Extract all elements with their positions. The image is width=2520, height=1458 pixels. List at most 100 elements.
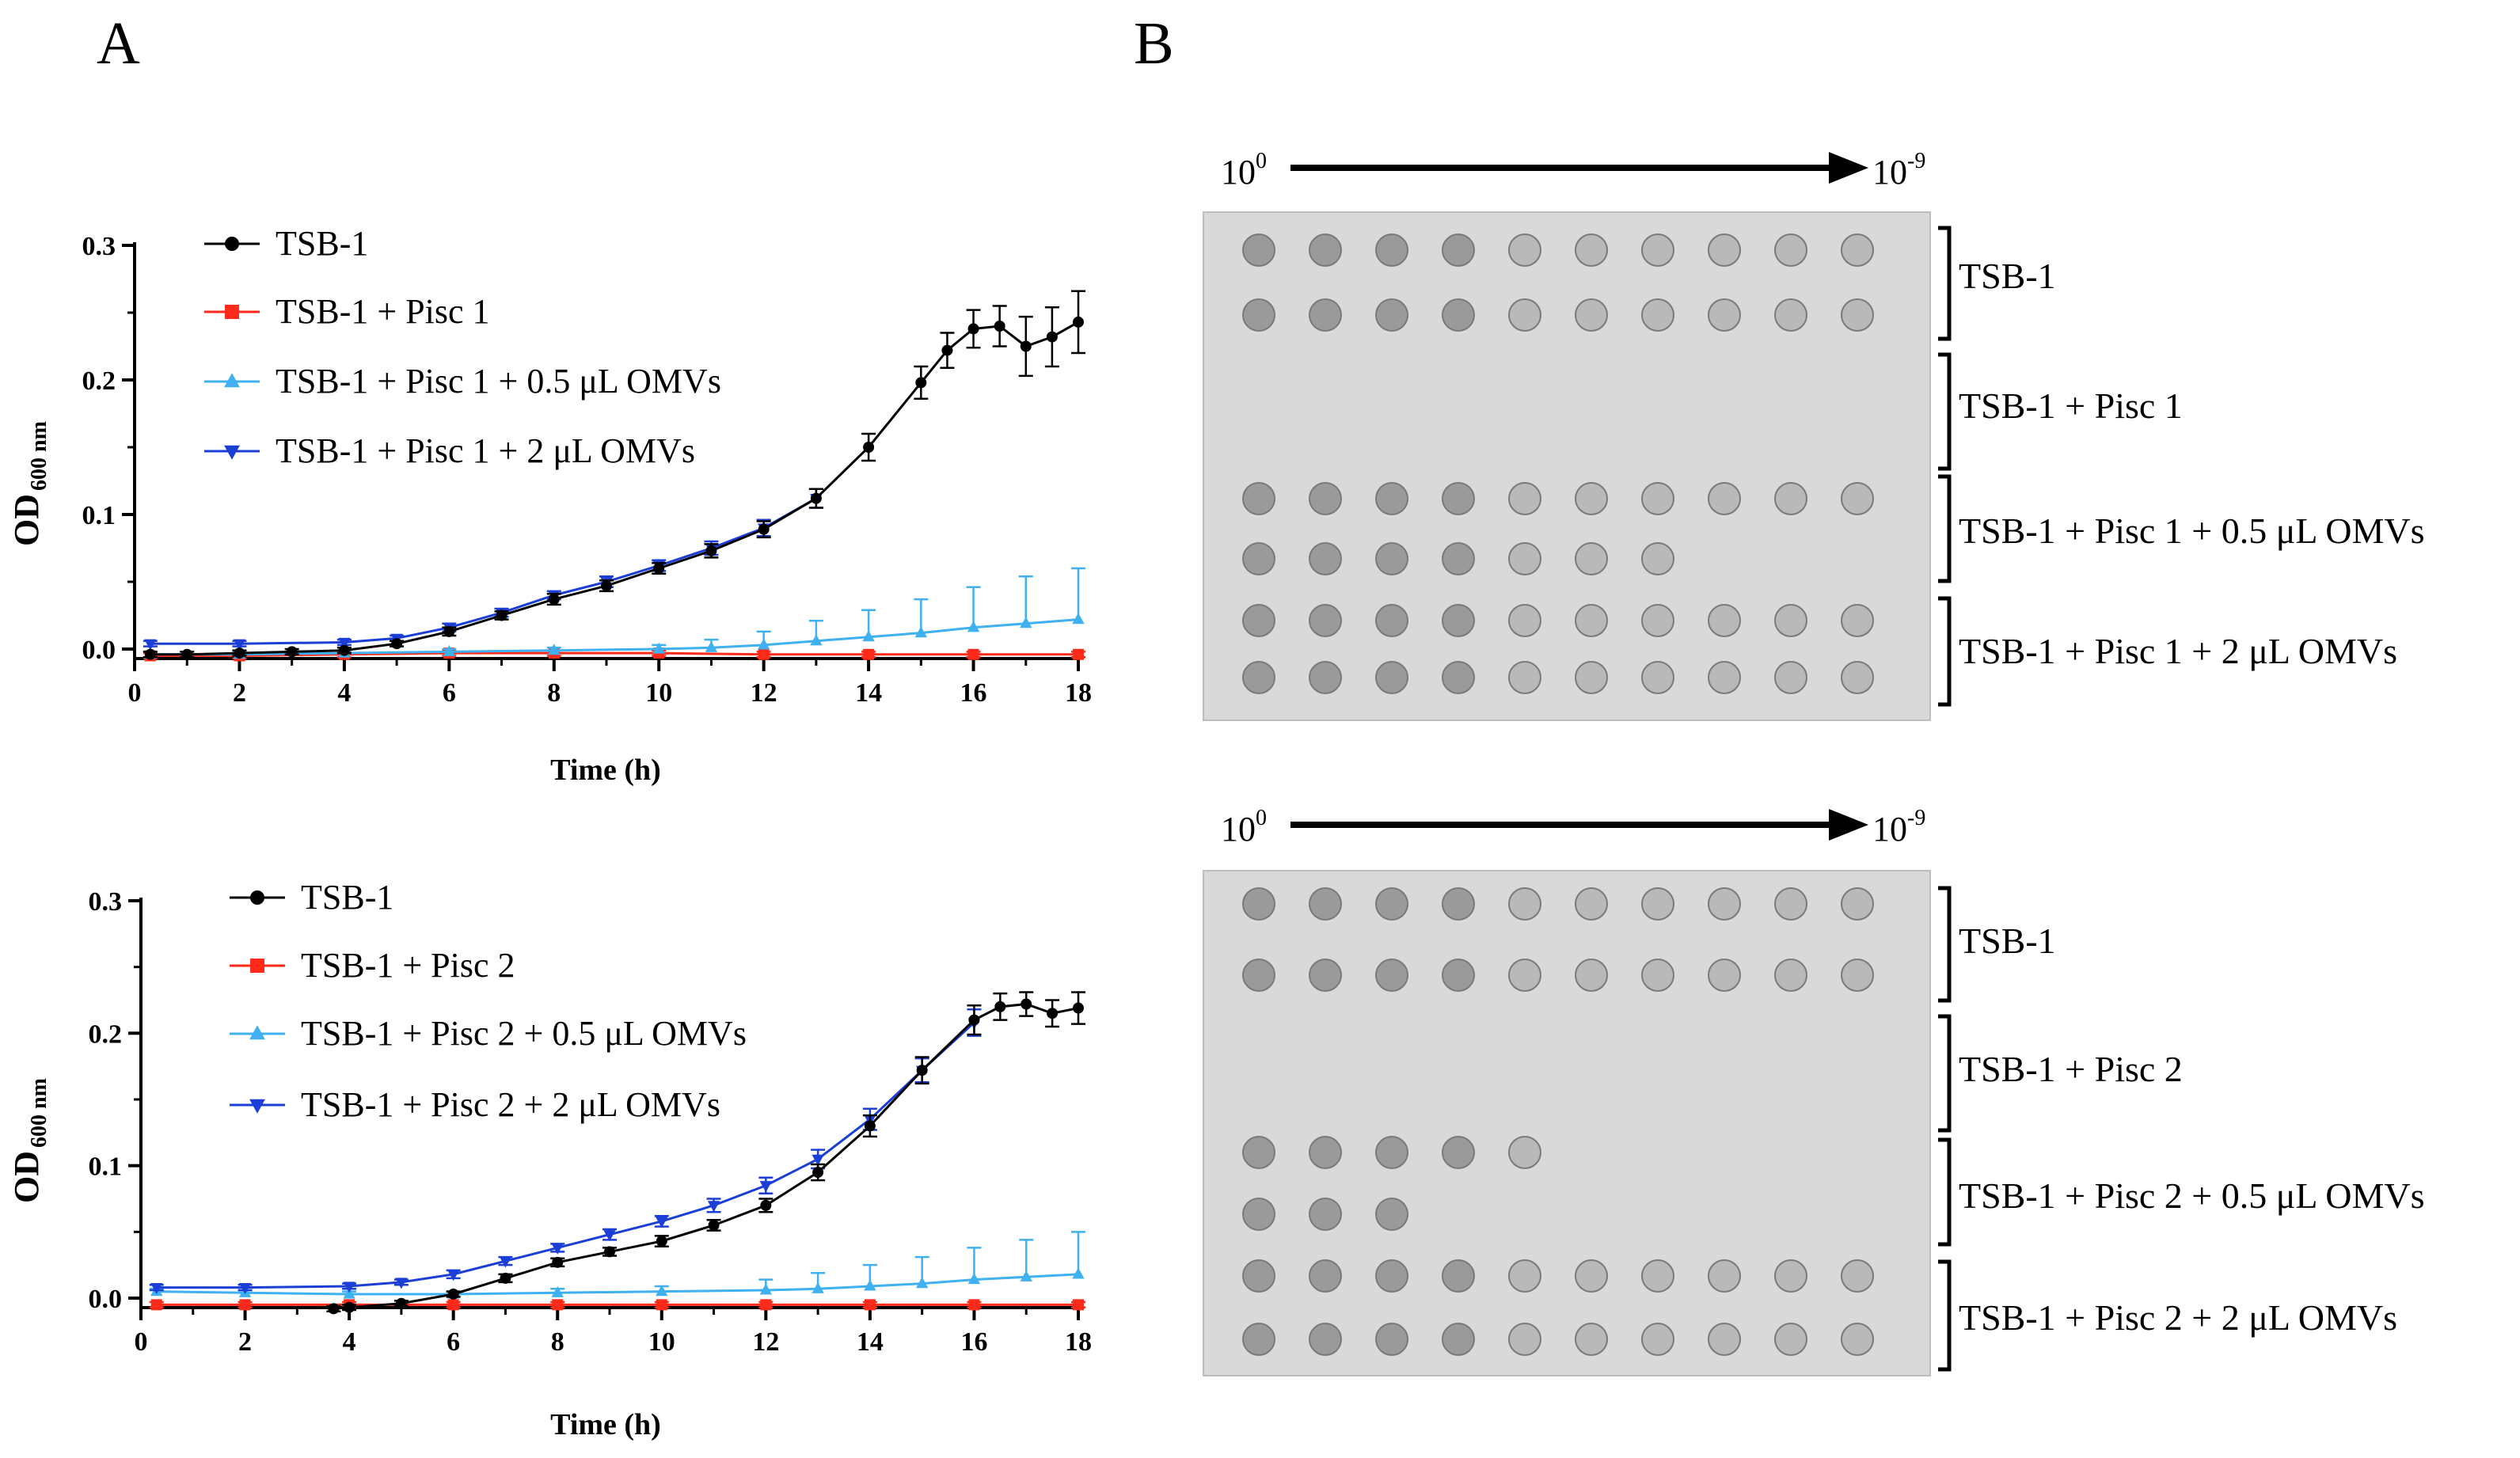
data-point bbox=[1047, 1008, 1059, 1019]
y-tick-label: 0.3 bbox=[89, 887, 123, 917]
dilution-start-label: 100 bbox=[1221, 149, 1267, 192]
colony-spot bbox=[1641, 661, 1674, 694]
colony-spot bbox=[1309, 1136, 1342, 1169]
data-point bbox=[759, 1181, 773, 1193]
colony-spot bbox=[1575, 604, 1608, 637]
colony-spot bbox=[1375, 482, 1408, 515]
data-point bbox=[496, 609, 507, 621]
colony-spot bbox=[1442, 1136, 1475, 1169]
colony-spot bbox=[1442, 1323, 1475, 1356]
colony-spot bbox=[1641, 1323, 1674, 1356]
colony-spot bbox=[1508, 1259, 1541, 1293]
colony-spot bbox=[1508, 482, 1541, 515]
data-point bbox=[916, 1065, 928, 1076]
group-bracket bbox=[1938, 1259, 1952, 1372]
data-point bbox=[967, 621, 980, 632]
data-point bbox=[811, 1281, 824, 1293]
x-tick-label: 6 bbox=[443, 678, 456, 708]
y-tick-label: 0.2 bbox=[82, 366, 116, 396]
colony-spot bbox=[1641, 298, 1674, 332]
spot-plate-pisc2: 100 10-9 TSB-1 TSB-1 + Pisc 2 TSB-1 + Pi… bbox=[1203, 806, 2425, 1376]
panel-b-label: B bbox=[1134, 10, 1174, 77]
colony-spot bbox=[1708, 298, 1741, 332]
colony-spot bbox=[1508, 542, 1541, 575]
x-tick-label: 16 bbox=[960, 678, 987, 708]
data-point bbox=[552, 1299, 564, 1311]
colony-spot bbox=[1309, 298, 1342, 332]
colony-spot bbox=[1375, 1323, 1408, 1356]
legend-swatch-marker bbox=[250, 890, 264, 905]
legend-swatch-marker bbox=[224, 373, 240, 388]
colony-spot bbox=[1242, 1136, 1275, 1169]
plate-group-label: TSB-1 + Pisc 1 + 2 μL OMVs bbox=[1959, 631, 2397, 671]
y-axis-label-sub: 600 nm bbox=[27, 421, 51, 491]
x-tick-label: 12 bbox=[752, 1327, 779, 1357]
data-point bbox=[811, 1154, 824, 1166]
data-point bbox=[759, 1283, 773, 1295]
colony-spot bbox=[1309, 1259, 1342, 1293]
data-point bbox=[968, 1014, 980, 1026]
colony-spot bbox=[1375, 959, 1408, 992]
colony-spot bbox=[1442, 959, 1475, 992]
colony-spot bbox=[1242, 661, 1275, 694]
spot-plate-pisc1: 100 10-9 TSB-1 TSB-1 + Pisc 1 TSB-1 + Pi… bbox=[1203, 149, 2425, 721]
data-point bbox=[344, 1301, 355, 1313]
data-point bbox=[443, 625, 455, 637]
data-point bbox=[447, 1288, 459, 1300]
y-axis-label-main: OD bbox=[7, 1151, 46, 1203]
data-point bbox=[708, 1219, 720, 1231]
colony-spot bbox=[1841, 959, 1874, 992]
colony-spot bbox=[1841, 887, 1874, 921]
series-3 bbox=[143, 488, 823, 651]
x-tick-label: 8 bbox=[551, 1327, 564, 1357]
series-2 bbox=[143, 567, 1085, 659]
colony-spot bbox=[1508, 1323, 1541, 1356]
legend-entry-label: TSB-1 + Pisc 2 + 2 μL OMVs bbox=[301, 1085, 720, 1124]
x-tick-label: 2 bbox=[238, 1327, 252, 1357]
colony-spot bbox=[1641, 959, 1674, 992]
y-tick-label: 0.0 bbox=[89, 1285, 123, 1314]
data-point bbox=[181, 648, 193, 660]
data-point bbox=[758, 523, 770, 535]
colony-spot bbox=[1841, 604, 1874, 637]
colony-spot bbox=[1708, 482, 1741, 515]
data-point bbox=[343, 1287, 355, 1299]
x-tick-label: 16 bbox=[960, 1327, 987, 1357]
data-point bbox=[1073, 316, 1084, 328]
colony-spot bbox=[1309, 234, 1342, 267]
colony-spot bbox=[1708, 604, 1741, 637]
colony-spot bbox=[1708, 661, 1741, 694]
data-point bbox=[548, 594, 560, 606]
colony-spot bbox=[1641, 1259, 1674, 1293]
colony-spot bbox=[1708, 1259, 1741, 1293]
y-tick-label: 0.3 bbox=[82, 232, 116, 261]
colony-spot bbox=[1309, 542, 1342, 575]
colony-spot bbox=[1375, 542, 1408, 575]
data-point bbox=[601, 580, 612, 592]
y-tick-label: 0.1 bbox=[82, 501, 116, 530]
colony-spot bbox=[1841, 661, 1874, 694]
data-point bbox=[239, 1299, 251, 1311]
colony-spot bbox=[1375, 1136, 1408, 1169]
x-tick-label: 8 bbox=[547, 678, 561, 708]
growth-chart-pisc2: OD 600 nm Time (h) TSB-1 TSB-1 + Pisc 2 … bbox=[7, 878, 1092, 1441]
colony-spot bbox=[1442, 298, 1475, 332]
colony-spot bbox=[1508, 298, 1541, 332]
colony-spot bbox=[1508, 1136, 1541, 1169]
colony-spot bbox=[1575, 959, 1608, 992]
x-tick-label: 14 bbox=[857, 1327, 884, 1357]
data-point bbox=[391, 638, 403, 650]
legend-entry-label: TSB-1 bbox=[276, 224, 368, 263]
data-point bbox=[862, 630, 875, 642]
colony-spot bbox=[1774, 959, 1807, 992]
data-point bbox=[499, 1256, 512, 1268]
dilution-end-label: 10-9 bbox=[1872, 149, 1925, 192]
data-point bbox=[656, 1217, 668, 1228]
group-bracket bbox=[1938, 1014, 1952, 1133]
data-point bbox=[967, 648, 979, 660]
colony-spot bbox=[1841, 482, 1874, 515]
y-tick-label: 0.0 bbox=[82, 636, 116, 665]
data-point bbox=[656, 1236, 667, 1247]
colony-spot bbox=[1242, 234, 1275, 267]
